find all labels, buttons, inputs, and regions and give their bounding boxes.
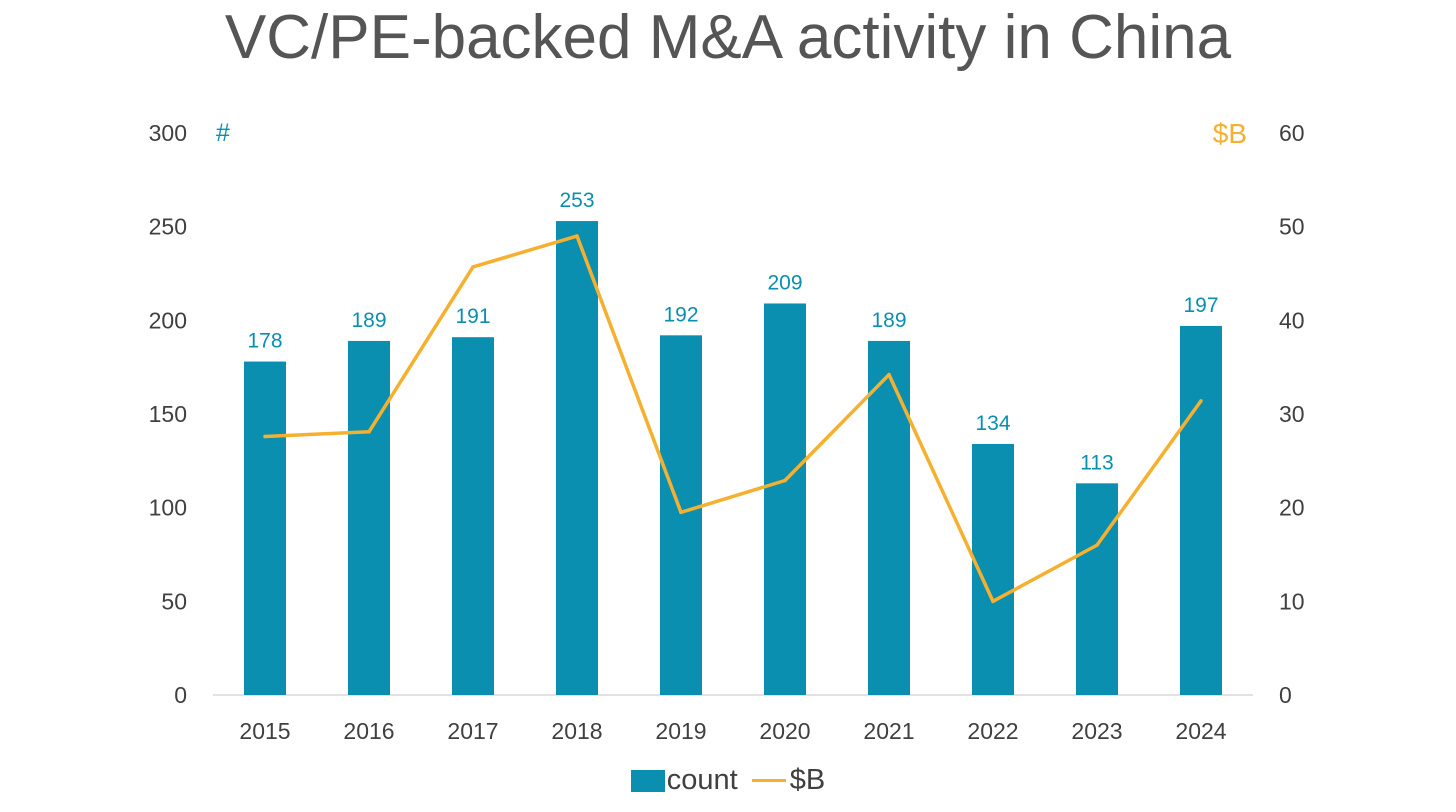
- bar-count: [244, 361, 286, 695]
- x-axis-tick-label: 2024: [1175, 718, 1226, 744]
- right-axis-tick-label: 50: [1279, 214, 1305, 240]
- x-axis-tick-label: 2021: [863, 718, 914, 744]
- left-axis-tick-label: 250: [149, 214, 187, 240]
- x-axis-tick-label: 2018: [551, 718, 602, 744]
- right-axis-unit-label: $B: [1213, 118, 1247, 149]
- line-point-usd-billion: [783, 478, 787, 483]
- bar-data-label: 189: [351, 309, 386, 332]
- right-axis-tick-label: 0: [1279, 682, 1292, 708]
- right-axis-tick-label: 40: [1279, 307, 1305, 333]
- bar-data-label: 134: [975, 412, 1010, 435]
- line-point-usd-billion: [471, 265, 475, 269]
- bar-data-label: 197: [1183, 294, 1218, 317]
- right-axis-tick-label: 30: [1279, 401, 1305, 427]
- x-axis-tick-label: 2017: [447, 718, 498, 744]
- bar-data-label: 253: [559, 189, 594, 212]
- left-axis-tick-label: 50: [161, 588, 187, 614]
- left-axis-tick-label: 200: [149, 307, 187, 333]
- x-axis-tick-label: 2023: [1071, 718, 1122, 744]
- right-axis-tick-label: 10: [1279, 588, 1305, 614]
- line-usd-billion: [264, 234, 1203, 604]
- line-point-usd-billion: [263, 434, 267, 439]
- legend-usd-line: [751, 779, 786, 782]
- x-axis-tick-label: 2020: [759, 718, 810, 744]
- bar-count: [1076, 483, 1118, 695]
- bar-count: [660, 335, 702, 695]
- line-point-usd-billion: [1199, 399, 1203, 403]
- line-point-usd-billion: [367, 429, 371, 434]
- left-axis-tick-label: 0: [174, 682, 187, 708]
- left-axis-tick-label: 300: [149, 120, 187, 146]
- line-point-usd-billion: [575, 234, 579, 238]
- bar-data-label: 209: [767, 271, 802, 294]
- bar-count: [1180, 325, 1222, 695]
- bar-data-label: 178: [247, 330, 282, 353]
- legend-count-label: count: [666, 764, 738, 796]
- legend-count-swatch: [630, 769, 665, 792]
- bar-count: [452, 337, 494, 695]
- legend-usd-label: $B: [789, 764, 826, 796]
- x-axis-tick-label: 2022: [967, 718, 1018, 744]
- bar-count: [764, 303, 806, 695]
- left-axis-unit-label: #: [216, 119, 230, 147]
- bar-data-label: 191: [455, 305, 490, 328]
- line-point-usd-billion: [1095, 543, 1099, 547]
- legend-item-usd-billion[interactable]: $B: [751, 764, 826, 797]
- bar-count: [868, 340, 910, 695]
- x-axis-tick-label: 2019: [655, 718, 706, 744]
- x-axis-tick-label: 2015: [239, 718, 290, 744]
- chart-title: VC/PE-backed M&A activity in China: [224, 3, 1232, 72]
- legend: count $B: [0, 764, 1456, 797]
- bar-count: [348, 340, 390, 695]
- line-point-usd-billion: [679, 510, 683, 515]
- line-point-usd-billion: [991, 599, 995, 604]
- right-axis-tick-label: 20: [1279, 495, 1305, 521]
- left-axis-tick-label: 150: [149, 401, 187, 427]
- bar-count: [556, 221, 598, 695]
- x-axis-tick-label: 2016: [343, 718, 394, 744]
- line-point-usd-billion: [887, 372, 891, 377]
- bar-data-label: 192: [663, 303, 698, 326]
- bar-data-label: 113: [1080, 451, 1113, 474]
- left-axis-tick-label: 100: [149, 495, 187, 521]
- bar-data-label: 189: [871, 309, 906, 332]
- right-axis-tick-label: 60: [1279, 120, 1305, 146]
- legend-item-count[interactable]: count: [630, 764, 738, 797]
